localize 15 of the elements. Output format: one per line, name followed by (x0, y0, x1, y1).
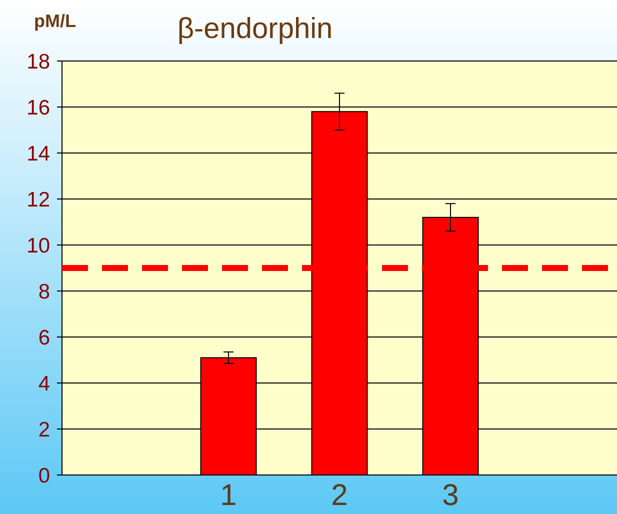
y-tick-label: 14 (26, 142, 50, 166)
y-tick-label: 6 (38, 326, 50, 350)
x-tick-label: 2 (331, 479, 348, 512)
chart-title: β-endorphin (177, 13, 333, 45)
y-tick-label: 0 (38, 464, 50, 488)
x-tick-label: 1 (220, 479, 237, 512)
y-tick-label: 16 (26, 96, 50, 120)
y-tick-label: 4 (38, 372, 50, 396)
y-tick-label: 2 (38, 418, 50, 442)
x-tick-label: 3 (442, 479, 459, 512)
y-axis-title: pM/L (34, 11, 76, 31)
y-tick-label: 8 (38, 280, 50, 304)
y-tick-label: 18 (26, 50, 50, 74)
y-tick-label: 10 (26, 234, 50, 258)
y-tick-label: 12 (26, 188, 50, 212)
